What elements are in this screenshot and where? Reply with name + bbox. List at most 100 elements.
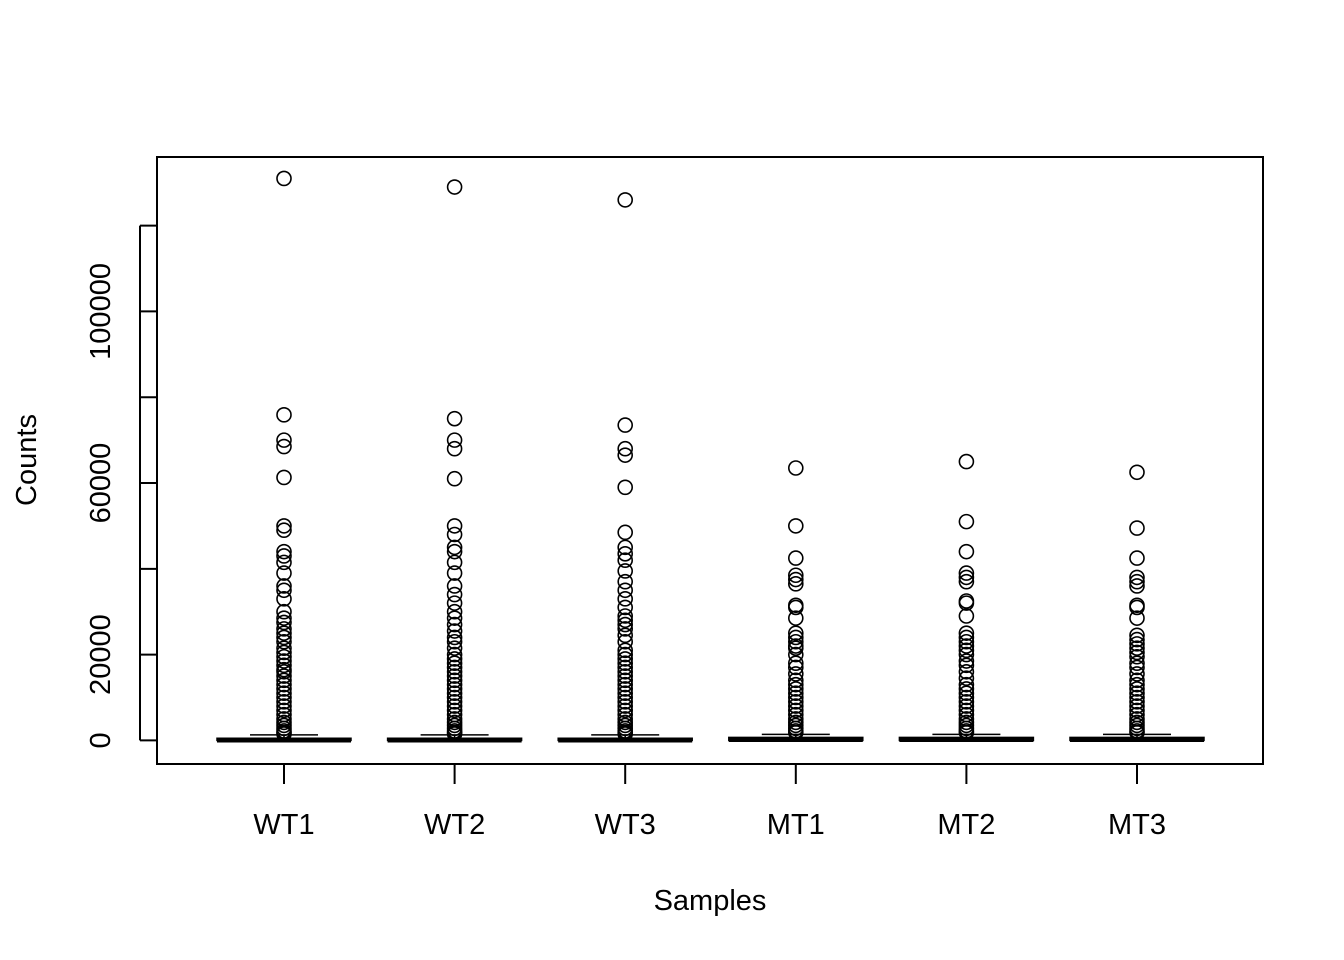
outlier-point <box>1129 698 1145 714</box>
outlier-point <box>617 608 634 624</box>
outlier-point <box>958 608 975 624</box>
outlier-point <box>617 663 634 680</box>
outlier-point <box>276 726 292 742</box>
outlier-point <box>617 591 634 607</box>
outlier-point <box>958 573 975 590</box>
outlier-point <box>446 554 463 571</box>
outlier-point <box>1129 672 1145 689</box>
outlier-point <box>617 681 634 697</box>
outlier-point <box>617 685 634 702</box>
outlier-point <box>446 526 463 543</box>
outlier-point <box>617 655 634 671</box>
outlier-point <box>446 685 463 702</box>
y-tick-label: 0 <box>85 732 117 748</box>
outlier-point <box>276 689 292 706</box>
outlier-point <box>276 603 292 620</box>
outlier-point <box>446 440 463 457</box>
box-WT3 <box>557 192 693 743</box>
outlier-point <box>446 693 463 710</box>
outlier-point <box>958 681 975 697</box>
outlier-point <box>617 651 634 667</box>
x-tick-label: MT1 <box>767 809 825 841</box>
outlier-point <box>446 586 463 603</box>
outlier-point <box>787 576 804 592</box>
outlier-point <box>958 595 975 611</box>
outlier-point <box>276 685 292 702</box>
outlier-point <box>1129 573 1145 590</box>
outlier-point <box>617 582 634 599</box>
outlier-point <box>276 629 292 646</box>
outlier-point <box>1129 666 1145 682</box>
outlier-point <box>958 642 975 659</box>
outlier-point <box>446 681 463 697</box>
outlier-point <box>617 479 634 496</box>
outlier-point <box>446 676 463 693</box>
outlier-point <box>787 633 804 650</box>
x-axis: WT1 WT2 WT3 MT1 MT2 MT3 <box>253 763 1166 841</box>
outlier-point <box>787 567 804 584</box>
outlier-point <box>446 518 463 534</box>
outlier-point <box>787 702 804 719</box>
outlier-point <box>1129 644 1145 661</box>
outlier-point <box>787 460 804 476</box>
outlier-point <box>276 657 292 674</box>
outlier-point <box>276 668 292 684</box>
outlier-point <box>1129 520 1145 536</box>
outlier-point <box>446 659 463 676</box>
outlier-point <box>1129 702 1145 719</box>
outlier-point <box>276 614 292 631</box>
outlier-point <box>276 625 292 641</box>
outlier-point <box>958 663 975 680</box>
outlier-point <box>446 651 463 667</box>
outlier-point <box>617 599 634 616</box>
outlier-point <box>1129 659 1145 676</box>
outlier-point <box>787 659 804 676</box>
outlier-point <box>958 638 975 654</box>
outlier-point <box>958 625 975 641</box>
x-tick-label: MT2 <box>937 809 995 841</box>
outlier-point <box>276 663 292 680</box>
outlier-point <box>446 578 463 594</box>
outlier-point <box>617 627 634 644</box>
outlier-point <box>446 655 463 671</box>
outlier-point <box>617 668 634 684</box>
outlier-point <box>787 550 804 566</box>
outlier-point <box>446 470 463 487</box>
outlier-point <box>446 432 463 448</box>
outlier-point <box>446 565 463 581</box>
outlier-point <box>446 623 463 639</box>
outlier-point <box>787 681 804 697</box>
outlier-point <box>276 543 292 560</box>
outlier-point <box>1129 681 1145 697</box>
outlier-point <box>958 513 975 530</box>
outlier-point <box>787 625 804 641</box>
outlier-point <box>617 693 634 710</box>
outlier-point <box>1129 569 1145 586</box>
outlier-point <box>617 563 634 579</box>
outlier-point <box>276 469 292 486</box>
outlier-point <box>1129 627 1145 644</box>
outlier-point <box>1129 640 1145 656</box>
x-tick-label: WT1 <box>253 809 314 841</box>
outlier-point <box>787 599 804 616</box>
outlier-point <box>276 693 292 710</box>
outlier-point <box>1129 689 1145 706</box>
outlier-point <box>617 689 634 706</box>
outlier-point <box>276 554 292 571</box>
outlier-point <box>617 702 634 719</box>
y-axis-label: Counts <box>11 414 43 506</box>
outlier-point <box>446 698 463 714</box>
y-tick-label: 20000 <box>85 614 117 695</box>
outlier-point <box>276 578 292 594</box>
outlier-point <box>276 591 292 607</box>
outlier-point <box>617 612 634 629</box>
outlier-point <box>1129 693 1145 710</box>
outlier-point <box>446 663 463 680</box>
y-tick-label: 100000 <box>85 263 117 360</box>
outlier-point <box>958 543 975 560</box>
box-MT3 <box>1069 464 1205 743</box>
outlier-point <box>276 698 292 714</box>
outlier-point <box>276 644 292 661</box>
outlier-point <box>617 573 634 590</box>
outlier-point <box>446 689 463 706</box>
